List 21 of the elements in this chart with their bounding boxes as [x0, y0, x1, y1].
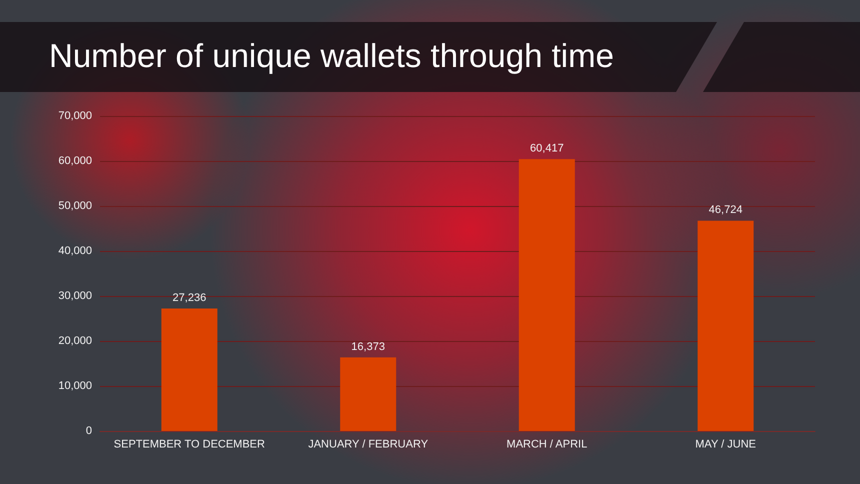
y-tick-label: 10,000 [58, 380, 92, 392]
bar [340, 357, 396, 431]
data-label: 27,236 [172, 292, 206, 304]
data-label: 60,417 [530, 142, 564, 155]
x-tick-label: MARCH / APRIL [506, 438, 588, 450]
data-label: 46,724 [708, 204, 742, 216]
bar [698, 220, 754, 431]
x-tick-label: SEPTEMBER TO DECEMBER [114, 438, 266, 450]
y-tick-label: 0 [86, 425, 92, 437]
chart-title: Number of unique wallets through time [49, 37, 614, 74]
y-tick-label: 70,000 [58, 110, 92, 122]
y-tick-label: 40,000 [58, 245, 92, 257]
y-tick-label: 50,000 [58, 200, 92, 212]
data-label: 16,373 [351, 340, 385, 353]
y-tick-label: 30,000 [58, 290, 92, 302]
x-tick-label: JANUARY / FEBRUARY [308, 438, 429, 450]
bar [518, 159, 575, 431]
x-tick-label: MAY / JUNE [695, 438, 756, 450]
y-tick-label: 20,000 [58, 335, 92, 347]
y-tick-label: 60,000 [58, 155, 92, 167]
bar [161, 308, 218, 431]
